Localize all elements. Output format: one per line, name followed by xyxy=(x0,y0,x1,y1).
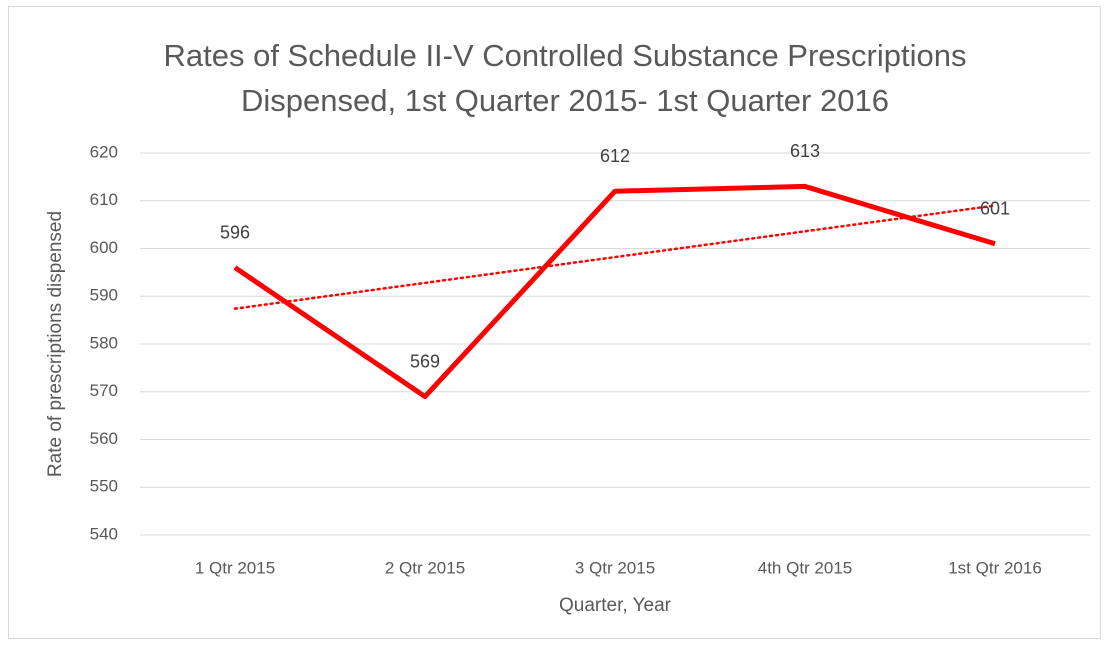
x-tick-label: 2 Qtr 2015 xyxy=(385,558,465,577)
data-label: 596 xyxy=(220,222,250,242)
y-tick-label: 590 xyxy=(90,286,118,305)
y-tick-label: 540 xyxy=(90,524,118,543)
chart-title: Rates of Schedule II-V Controlled Substa… xyxy=(164,38,967,73)
data-label: 613 xyxy=(790,141,820,161)
y-tick-label: 620 xyxy=(90,142,118,161)
chart-border xyxy=(8,6,1101,639)
y-tick-label: 580 xyxy=(90,333,118,352)
x-tick-label: 1 Qtr 2015 xyxy=(195,558,275,577)
y-tick-label: 560 xyxy=(90,429,118,448)
x-tick-label: 4th Qtr 2015 xyxy=(758,558,853,577)
data-line xyxy=(233,183,996,400)
data-label: 612 xyxy=(600,146,630,166)
y-tick-label: 550 xyxy=(90,477,118,496)
y-tick-label: 600 xyxy=(90,238,118,257)
y-tick-label: 570 xyxy=(90,381,118,400)
x-tick-label: 3 Qtr 2015 xyxy=(575,558,655,577)
trendline xyxy=(233,204,997,310)
data-label: 601 xyxy=(980,198,1010,218)
data-label: 569 xyxy=(410,351,440,371)
chart-title: Dispensed, 1st Quarter 2015- 1st Quarter… xyxy=(241,83,889,118)
x-axis-title: Quarter, Year xyxy=(559,595,672,616)
y-axis-title: Rate of prescriptions dispensed xyxy=(45,211,66,477)
y-tick-label: 610 xyxy=(90,190,118,209)
x-tick-label: 1st Qtr 2016 xyxy=(948,558,1042,577)
